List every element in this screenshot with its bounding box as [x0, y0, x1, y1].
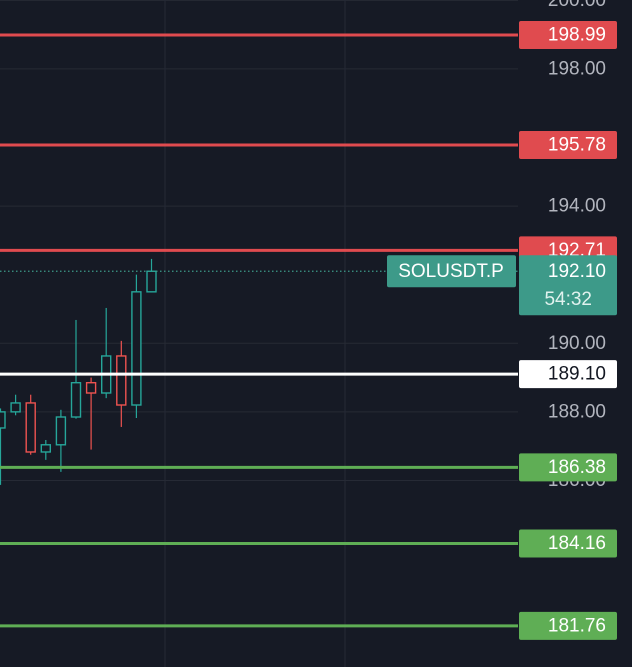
symbol-label: SOLUSDT.P [398, 261, 504, 282]
candle-body [40, 444, 51, 453]
price-level-label-box [519, 131, 617, 160]
price-level-label-box [519, 453, 617, 482]
current-price-label: 192.10 [548, 261, 606, 282]
candle-body [70, 382, 82, 418]
candle-body [0, 411, 6, 429]
candle-body [10, 402, 21, 413]
candle-body [55, 416, 67, 446]
price-level-label: 186.38 [548, 457, 606, 478]
candle-body [146, 270, 157, 293]
candle-body [131, 291, 142, 406]
price-level-label-box [519, 611, 617, 640]
candle-body [25, 402, 36, 453]
y-tick-label: 194.00 [548, 196, 606, 217]
y-tick-label: 200.00 [548, 0, 606, 11]
price-level-label: 198.99 [548, 24, 606, 45]
y-tick-label: 198.00 [548, 58, 606, 79]
price-level-label-box [519, 360, 617, 389]
y-tick-label: 188.00 [548, 401, 606, 422]
price-level-label: 195.78 [548, 135, 606, 156]
price-level-label-box [519, 529, 617, 558]
price-level-label: 189.10 [548, 364, 606, 385]
countdown-label: 54:32 [544, 289, 592, 310]
price-level-label-box [519, 20, 617, 49]
candle-body [85, 382, 97, 394]
symbol-label-box [387, 255, 516, 288]
price-level-label: 181.76 [548, 615, 606, 636]
current-price-box [519, 255, 617, 316]
candle-body [116, 355, 127, 406]
price-level-label: 184.16 [548, 533, 606, 554]
y-tick-label: 190.00 [548, 333, 606, 354]
